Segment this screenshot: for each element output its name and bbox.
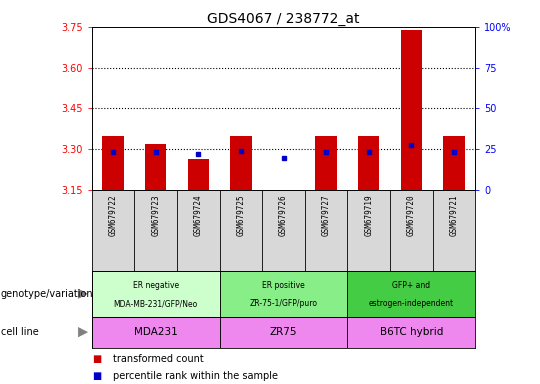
Bar (315, 136, 337, 190)
Bar (145, 144, 166, 190)
Bar (220, 317, 347, 348)
Bar (443, 136, 464, 190)
Text: GSM679724: GSM679724 (194, 194, 203, 236)
Bar (92, 271, 220, 317)
Text: ER positive: ER positive (262, 281, 305, 290)
Text: ■: ■ (92, 371, 101, 381)
Text: MDA231: MDA231 (134, 327, 178, 337)
Text: MDA-MB-231/GFP/Neo: MDA-MB-231/GFP/Neo (113, 300, 198, 308)
Text: GFP+ and: GFP+ and (392, 281, 430, 290)
Text: genotype/variation: genotype/variation (1, 289, 93, 299)
Polygon shape (78, 289, 87, 298)
Bar (347, 271, 475, 317)
Text: B6TC hybrid: B6TC hybrid (380, 327, 443, 337)
Text: GSM679720: GSM679720 (407, 194, 416, 236)
Bar (347, 317, 475, 348)
Text: ER negative: ER negative (133, 281, 179, 290)
Text: GSM679722: GSM679722 (109, 194, 118, 236)
Text: GSM679727: GSM679727 (322, 194, 330, 236)
Text: transformed count: transformed count (113, 354, 204, 364)
Text: cell line: cell line (1, 327, 38, 337)
Text: GSM679721: GSM679721 (449, 194, 458, 236)
Text: GSM679725: GSM679725 (237, 194, 245, 236)
Bar (188, 159, 209, 190)
Text: GSM679723: GSM679723 (151, 194, 160, 236)
Title: GDS4067 / 238772_at: GDS4067 / 238772_at (207, 12, 360, 26)
Text: ZR75: ZR75 (270, 327, 297, 337)
Bar (103, 136, 124, 190)
Text: GSM679726: GSM679726 (279, 194, 288, 236)
Polygon shape (78, 328, 87, 337)
Text: percentile rank within the sample: percentile rank within the sample (113, 371, 279, 381)
Text: estrogen-independent: estrogen-independent (369, 300, 454, 308)
Bar (230, 136, 252, 190)
Text: ZR-75-1/GFP/puro: ZR-75-1/GFP/puro (249, 300, 318, 308)
Text: GSM679719: GSM679719 (364, 194, 373, 236)
Bar (358, 136, 379, 190)
Bar (401, 30, 422, 190)
Text: ■: ■ (92, 354, 101, 364)
Bar (92, 317, 220, 348)
Bar (220, 271, 347, 317)
